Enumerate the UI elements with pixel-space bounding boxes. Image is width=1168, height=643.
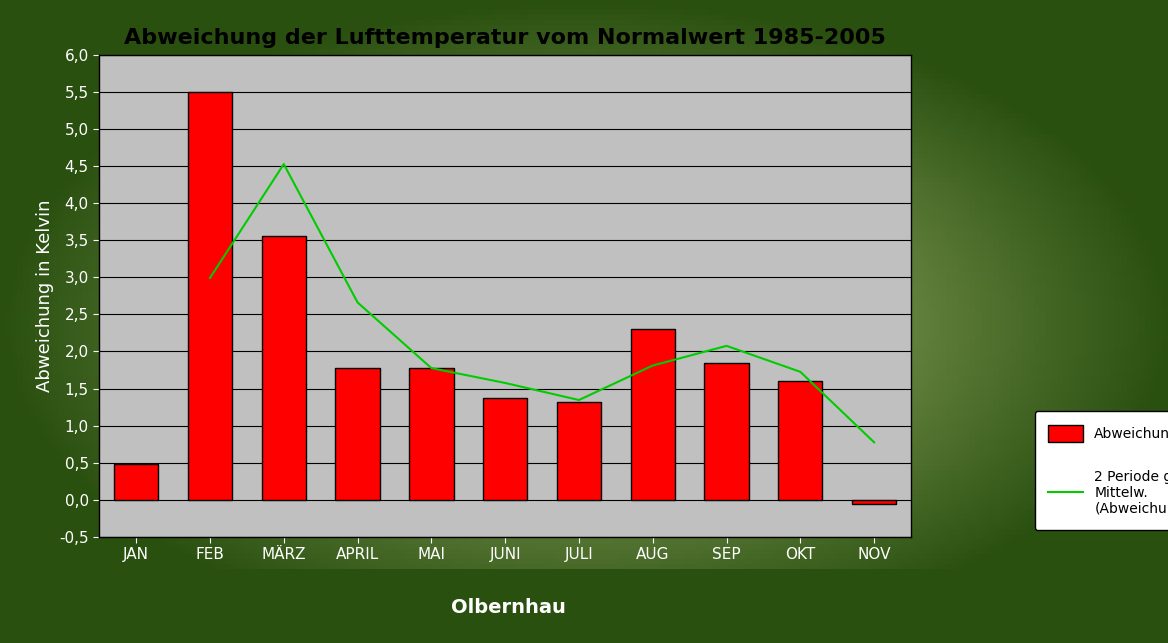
Bar (704, 363, 749, 500)
Text: Olbernhau: Olbernhau (451, 598, 565, 617)
Bar (778, 381, 822, 500)
Bar (557, 402, 602, 500)
Legend: Abweichung, 2 Periode gleit.
Mittelw.
(Abweichung): Abweichung, 2 Periode gleit. Mittelw. (A… (1035, 411, 1168, 530)
Bar (484, 398, 527, 500)
Bar (851, 500, 896, 503)
Bar (409, 368, 453, 500)
Bar (0, 569, 1168, 643)
Bar (631, 329, 675, 500)
Bar (262, 237, 306, 500)
Bar (188, 92, 232, 500)
Bar (114, 464, 159, 500)
Y-axis label: Abweichung in Kelvin: Abweichung in Kelvin (36, 199, 54, 392)
Title: Abweichung der Lufttemperatur vom Normalwert 1985-2005: Abweichung der Lufttemperatur vom Normal… (124, 28, 887, 48)
Bar (335, 368, 380, 500)
